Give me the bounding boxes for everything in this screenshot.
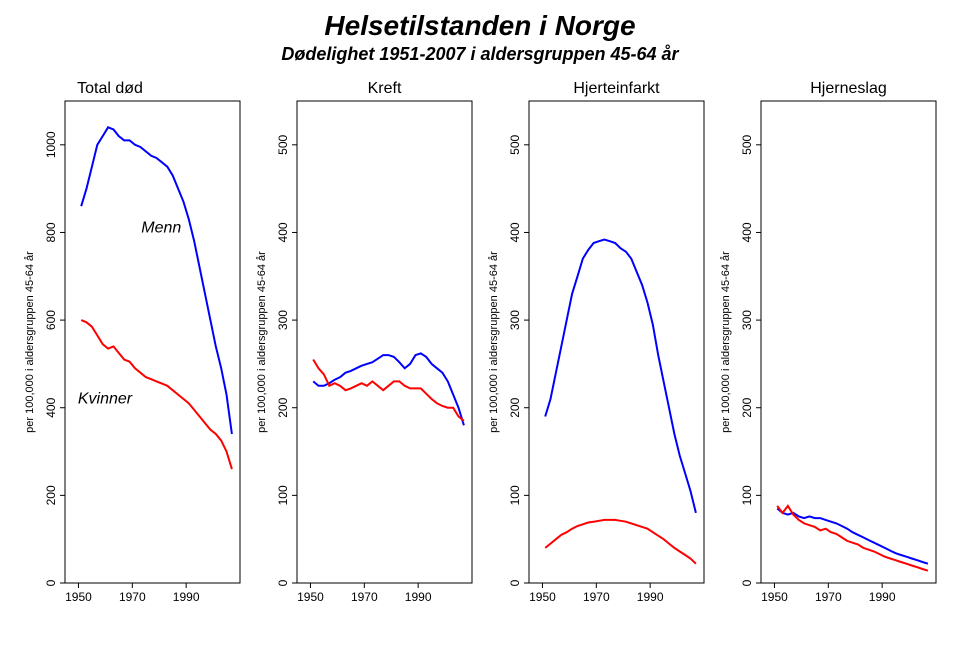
svg-text:1990: 1990 <box>637 590 664 604</box>
chart-panel: 1950 1970 1990 0 100 200 300 400 500 per 100,000 … <box>252 73 480 618</box>
panels-row: 19501970199002004006008001000per 100,000… <box>20 73 940 618</box>
svg-text:100: 100 <box>740 485 754 505</box>
svg-text:100: 100 <box>508 485 522 505</box>
svg-text:400: 400 <box>508 222 522 242</box>
svg-text:per 100,000 i aldersgruppen 45: per 100,000 i aldersgruppen 45-64 år <box>720 251 732 433</box>
svg-text:400: 400 <box>44 397 58 417</box>
page-title: Helsetilstanden i Norge <box>20 10 940 42</box>
svg-text:per 100,000 i aldersgruppen 45: per 100,000 i aldersgruppen 45-64 år <box>488 251 500 433</box>
svg-text:1990: 1990 <box>405 590 432 604</box>
svg-text:1970: 1970 <box>583 590 610 604</box>
svg-text:300: 300 <box>276 310 290 330</box>
svg-text:1970: 1970 <box>351 590 378 604</box>
svg-text:1000: 1000 <box>44 131 58 158</box>
svg-text:800: 800 <box>44 222 58 242</box>
svg-text:Hjerteinfarkt: Hjerteinfarkt <box>573 80 660 97</box>
svg-text:1990: 1990 <box>173 590 200 604</box>
svg-text:0: 0 <box>740 579 754 586</box>
chart-panel: 1950 1970 1990 0 200 400 600 800 1000 per 100,000… <box>20 73 248 618</box>
svg-text:Kvinner: Kvinner <box>78 390 133 407</box>
svg-text:1990: 1990 <box>869 590 896 604</box>
svg-text:0: 0 <box>508 579 522 586</box>
svg-text:400: 400 <box>276 222 290 242</box>
svg-text:100: 100 <box>276 485 290 505</box>
svg-text:1950: 1950 <box>65 590 92 604</box>
svg-text:Hjerneslag: Hjerneslag <box>810 80 886 97</box>
svg-text:200: 200 <box>508 397 522 417</box>
svg-text:per 100,000 i aldersgruppen 45: per 100,000 i aldersgruppen 45-64 år <box>256 251 268 433</box>
svg-text:1970: 1970 <box>815 590 842 604</box>
page-subtitle: Dødelighet 1951-2007 i aldersgruppen 45-… <box>20 44 940 65</box>
svg-text:1970: 1970 <box>119 590 146 604</box>
chart-panel: 1950 1970 1990 0 100 200 300 400 500 per 100,000 … <box>716 73 944 618</box>
svg-text:600: 600 <box>44 310 58 330</box>
svg-text:Kreft: Kreft <box>368 80 402 97</box>
svg-text:1950: 1950 <box>297 590 324 604</box>
svg-text:0: 0 <box>276 579 290 586</box>
svg-text:500: 500 <box>276 134 290 154</box>
svg-text:200: 200 <box>44 485 58 505</box>
svg-text:0: 0 <box>44 579 58 586</box>
svg-text:500: 500 <box>740 134 754 154</box>
svg-text:1950: 1950 <box>761 590 788 604</box>
svg-text:500: 500 <box>508 134 522 154</box>
svg-text:Total død: Total død <box>77 80 143 97</box>
svg-text:200: 200 <box>740 397 754 417</box>
svg-text:200: 200 <box>276 397 290 417</box>
chart-panel: 1950 1970 1990 0 100 200 300 400 500 per 100,000 … <box>484 73 712 618</box>
svg-text:300: 300 <box>740 310 754 330</box>
svg-text:400: 400 <box>740 222 754 242</box>
svg-text:per 100,000 i aldersgruppen 45: per 100,000 i aldersgruppen 45-64 år <box>24 251 36 433</box>
svg-text:1950: 1950 <box>529 590 556 604</box>
svg-text:300: 300 <box>508 310 522 330</box>
svg-text:Menn: Menn <box>141 219 181 236</box>
